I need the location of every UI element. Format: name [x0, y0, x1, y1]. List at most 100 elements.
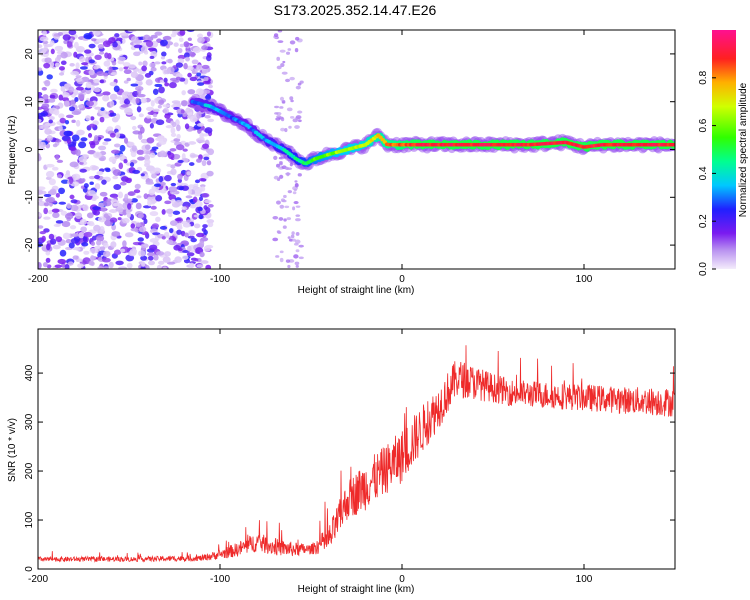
noise-blob: [135, 222, 142, 228]
noise-blob: [108, 261, 114, 269]
noise-blob: [94, 183, 101, 190]
noise-blob: [43, 45, 48, 52]
noise-blob: [102, 250, 111, 258]
spectrogram-x-tick-label: 0: [399, 274, 405, 285]
noise-blob: [152, 232, 161, 236]
noise-blob: [177, 159, 184, 163]
noise-blob: [39, 230, 46, 235]
noise-blob: [130, 83, 139, 87]
noise-blob: [183, 41, 190, 48]
noise-blob: [151, 172, 157, 179]
noise-blob: [185, 56, 190, 62]
spectrogram-x-axis-label: Height of straight line (km): [298, 285, 415, 296]
noise-blob: [138, 226, 147, 233]
noise-blob: [181, 209, 187, 213]
noise-blob: [48, 119, 53, 124]
noise-blob: [287, 48, 292, 51]
spectrogram-x-ticks: -200 -100 0 100: [28, 30, 593, 285]
noise-blob: [140, 45, 148, 53]
noise-blob: [177, 47, 183, 54]
noise-blob: [146, 115, 152, 119]
noise-blob: [158, 175, 164, 183]
noise-blob: [273, 175, 279, 180]
noise-blob: [44, 57, 52, 64]
noise-blob: [60, 60, 67, 66]
noise-blob: [71, 110, 81, 116]
noise-blob: [108, 66, 113, 73]
noise-blob: [83, 32, 93, 40]
noise-blob: [91, 197, 97, 202]
noise-blob: [38, 106, 43, 110]
noise-blob: [114, 154, 120, 159]
noise-blob: [44, 122, 53, 127]
noise-blob: [124, 193, 129, 201]
spectrogram-y-tick-label: 0: [24, 146, 35, 152]
noise-blob: [295, 214, 301, 217]
noise-blob: [91, 38, 97, 42]
noise-blob: [88, 69, 95, 76]
noise-blob: [122, 91, 131, 96]
noise-blob: [154, 61, 161, 65]
noise-blob: [295, 264, 299, 268]
noise-blob: [79, 161, 84, 165]
noise-blob: [71, 134, 80, 142]
noise-blob: [80, 226, 87, 233]
noise-blob: [129, 162, 135, 167]
noise-blob: [162, 104, 171, 108]
noise-blob: [88, 175, 96, 180]
noise-blob: [41, 103, 50, 109]
noise-blob: [43, 193, 52, 198]
noise-blob: [162, 266, 168, 269]
noise-blob: [173, 42, 179, 47]
noise-blob: [177, 222, 183, 229]
noise-blob: [185, 107, 192, 114]
noise-blob: [119, 153, 125, 161]
noise-blob: [196, 264, 204, 268]
noise-blob: [103, 266, 110, 269]
noise-blob: [297, 173, 302, 177]
noise-blob: [89, 123, 96, 128]
noise-blob: [185, 219, 192, 223]
noise-blob: [93, 209, 101, 216]
noise-blob: [283, 194, 287, 199]
noise-blob: [96, 240, 102, 246]
noise-blob: [49, 94, 56, 99]
noise-blob: [285, 259, 291, 263]
noise-blob: [123, 66, 129, 70]
noise-blob: [114, 33, 120, 38]
noise-blob: [119, 144, 126, 152]
noise-blob: [155, 195, 163, 202]
noise-blob: [99, 191, 108, 197]
noise-blob: [142, 60, 148, 67]
noise-blob: [155, 251, 165, 256]
colorbar: 0.0 0.2 0.4 0.6 0.8 Normalized spectral ampl…: [698, 30, 749, 276]
noise-blob: [71, 119, 76, 123]
noise-blob: [279, 49, 286, 53]
noise-blob: [283, 218, 287, 222]
noise-blob: [99, 79, 105, 84]
noise-blob: [92, 30, 101, 36]
noise-blob: [38, 112, 46, 117]
noise-blob: [122, 217, 130, 224]
noise-blob: [52, 244, 61, 250]
noise-blob: [103, 138, 112, 142]
noise-blob: [146, 106, 155, 112]
noise-blob: [60, 179, 70, 184]
noise-blob: [140, 243, 149, 249]
noise-blob: [97, 145, 107, 151]
snr-x-tick-label: -100: [210, 574, 230, 585]
snr-x-tick-label: -200: [28, 574, 48, 585]
colorbar-tick-label: 0.8: [698, 70, 709, 84]
noise-blob: [69, 194, 75, 200]
noise-blob: [106, 126, 114, 132]
noise-blob: [175, 62, 184, 68]
noise-blob: [295, 249, 300, 253]
noise-blob: [104, 52, 109, 59]
noise-blob: [144, 159, 151, 165]
noise-blob: [195, 232, 205, 238]
noise-blob: [68, 86, 75, 93]
noise-blob: [81, 62, 89, 66]
noise-blob: [137, 213, 144, 219]
noise-blob: [109, 93, 118, 101]
noise-blob: [38, 262, 42, 269]
